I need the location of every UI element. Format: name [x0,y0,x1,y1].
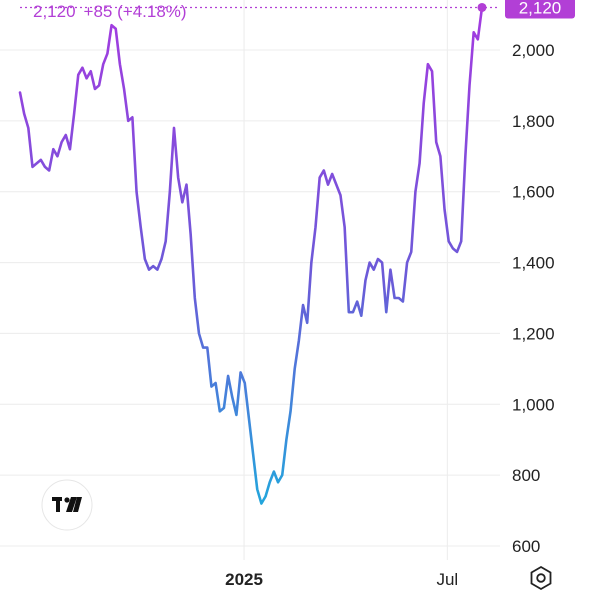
y-tick-label: 1,600 [512,183,555,202]
last-price-point [477,2,487,12]
header-price: 2,120 [33,2,76,21]
y-tick-label: 1,800 [512,112,555,131]
last-price-badge: 2,120 [505,0,575,19]
y-tick-label: 800 [512,466,540,485]
last-price-badge-text: 2,120 [519,0,562,17]
x-tick-label: Jul [436,570,458,589]
header-change: +85 (+4.18%) [84,2,187,21]
tradingview-logo-icon[interactable] [41,479,93,531]
price-series-line [18,6,484,505]
y-tick-label: 1,200 [512,324,555,343]
y-tick-label: 600 [512,537,540,556]
x-axis-ticks: 2025 Jul [225,570,458,589]
header-price-change: 2,120 +85 (+4.18%) [33,2,187,21]
grid-lines [0,0,500,560]
settings-gear-icon[interactable] [530,565,552,591]
y-tick-label: 1,400 [512,254,555,273]
y-tick-label: 2,000 [512,41,555,60]
y-axis-ticks: 600 800 1,000 1,200 1,400 1,600 1,800 2,000 [512,41,555,556]
x-tick-label: 2025 [225,570,263,589]
y-tick-label: 1,000 [512,395,555,414]
